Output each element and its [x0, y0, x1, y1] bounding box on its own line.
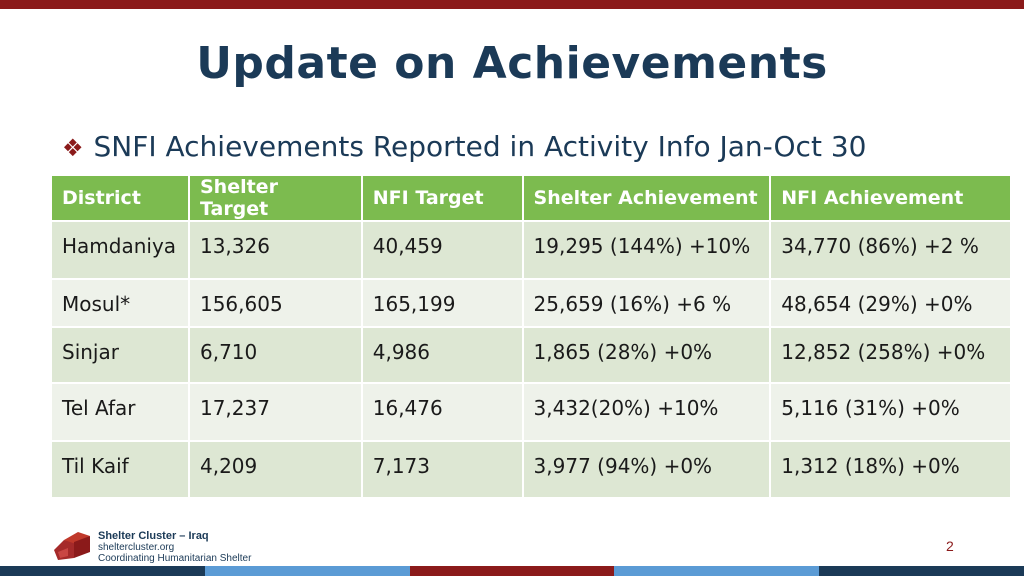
cell-shelter-achievement: 25,659 (16%) +6 % — [522, 278, 772, 327]
diamond-bullet-icon: ❖ — [62, 134, 84, 162]
header-shelter-achievement: Shelter Achievement — [522, 176, 772, 221]
table-header-row: District Shelter Target NFI Target Shelt… — [52, 176, 1012, 221]
footer-branding: Shelter Cluster – Iraq sheltercluster.or… — [98, 530, 252, 565]
cell-shelter-target: 13,326 — [188, 220, 363, 279]
header-shelter-target: Shelter Target — [188, 176, 363, 221]
cell-nfi-target: 40,459 — [361, 220, 524, 279]
cell-shelter-achievement: 19,295 (144%) +10% — [522, 220, 772, 279]
table-row: Hamdaniya 13,326 40,459 19,295 (144%) +1… — [52, 220, 1012, 279]
table-row: Mosul* 156,605 165,199 25,659 (16%) +6 %… — [52, 278, 1012, 327]
top-accent-bar — [0, 0, 1024, 9]
cell-shelter-achievement: 1,865 (28%) +0% — [522, 326, 772, 383]
achievements-table: District Shelter Target NFI Target Shelt… — [52, 176, 1012, 497]
header-nfi-achievement: NFI Achievement — [770, 176, 1012, 221]
cell-district: Tel Afar — [52, 382, 190, 441]
cell-nfi-achievement: 12,852 (258%) +0% — [770, 326, 1012, 383]
cell-district: Hamdaniya — [52, 220, 190, 279]
table-row: Tel Afar 17,237 16,476 3,432(20%) +10% 5… — [52, 382, 1012, 441]
subtitle-text: SNFI Achievements Reported in Activity I… — [93, 130, 867, 163]
cell-district: Mosul* — [52, 278, 190, 327]
cell-nfi-target: 4,986 — [361, 326, 524, 383]
footer-org-name: Shelter Cluster – Iraq — [98, 530, 209, 542]
cell-district: Sinjar — [52, 326, 190, 383]
cell-nfi-target: 16,476 — [361, 382, 524, 441]
cell-nfi-achievement: 34,770 (86%) +2 % — [770, 220, 1012, 279]
cell-nfi-achievement: 5,116 (31%) +0% — [770, 382, 1012, 441]
cell-nfi-target: 165,199 — [361, 278, 524, 327]
cell-nfi-achievement: 1,312 (18%) +0% — [770, 440, 1012, 497]
table-row: Sinjar 6,710 4,986 1,865 (28%) +0% 12,85… — [52, 326, 1012, 383]
cell-nfi-target: 7,173 — [361, 440, 524, 497]
cell-shelter-achievement: 3,432(20%) +10% — [522, 382, 772, 441]
header-nfi-target: NFI Target — [361, 176, 524, 221]
footer-url: sheltercluster.org — [98, 542, 175, 553]
cell-shelter-achievement: 3,977 (94%) +0% — [522, 440, 772, 497]
table-row: Til Kaif 4,209 7,173 3,977 (94%) +0% 1,3… — [52, 440, 1012, 497]
cell-shelter-target: 156,605 — [188, 278, 363, 327]
cell-shelter-target: 17,237 — [188, 382, 363, 441]
cell-shelter-target: 6,710 — [188, 326, 363, 383]
shelter-cluster-logo-icon — [54, 532, 90, 560]
footer-tagline: Coordinating Humanitarian Shelter — [98, 553, 252, 564]
header-district: District — [52, 176, 190, 221]
slide-title: Update on Achievements — [196, 38, 828, 89]
cell-nfi-achievement: 48,654 (29%) +0% — [770, 278, 1012, 327]
cell-shelter-target: 4,209 — [188, 440, 363, 497]
slide-subtitle: ❖ SNFI Achievements Reported in Activity … — [62, 130, 866, 163]
cell-district: Til Kaif — [52, 440, 190, 497]
page-number: 2 — [946, 538, 954, 554]
bottom-accent-bar — [0, 566, 1024, 576]
